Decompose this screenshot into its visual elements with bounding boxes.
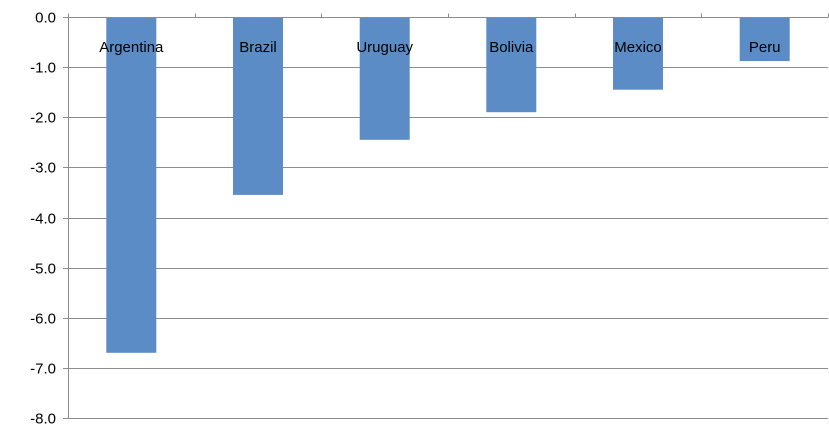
bar-bolivia [486, 17, 537, 113]
axes [63, 13, 829, 419]
bar-mexico [613, 17, 663, 90]
bar-brazil [233, 17, 283, 195]
gridlines [68, 67, 828, 419]
category-labels: Argentina Brazil Uruguay Bolivia Mexico Peru [99, 39, 780, 56]
category-label: Mexico [614, 39, 662, 56]
bar-peru [739, 17, 790, 62]
y-tick-label: -2.0 [30, 110, 56, 127]
y-tick-labels: 0.0 -1.0 -2.0 -3.0 -4.0 -5.0 -6.0 -7.0 -8.0 [30, 10, 56, 428]
y-tick-label: -8.0 [30, 411, 56, 428]
category-label: Uruguay [356, 39, 413, 56]
y-tick-label: 0.0 [35, 10, 56, 27]
y-tick-label: -4.0 [30, 211, 56, 228]
bar-argentina [106, 17, 157, 353]
bars [106, 17, 790, 353]
y-tick-label: -7.0 [30, 361, 56, 378]
bar-uruguay [359, 17, 410, 140]
category-label: Brazil [239, 39, 277, 56]
y-tick-label: -1.0 [30, 60, 56, 77]
y-tick-label: -6.0 [30, 311, 56, 328]
category-label: Bolivia [489, 39, 534, 56]
category-label: Argentina [99, 39, 164, 56]
y-tick-label: -3.0 [30, 160, 56, 177]
y-tick-label: -5.0 [30, 261, 56, 278]
category-label: Peru [749, 39, 781, 56]
